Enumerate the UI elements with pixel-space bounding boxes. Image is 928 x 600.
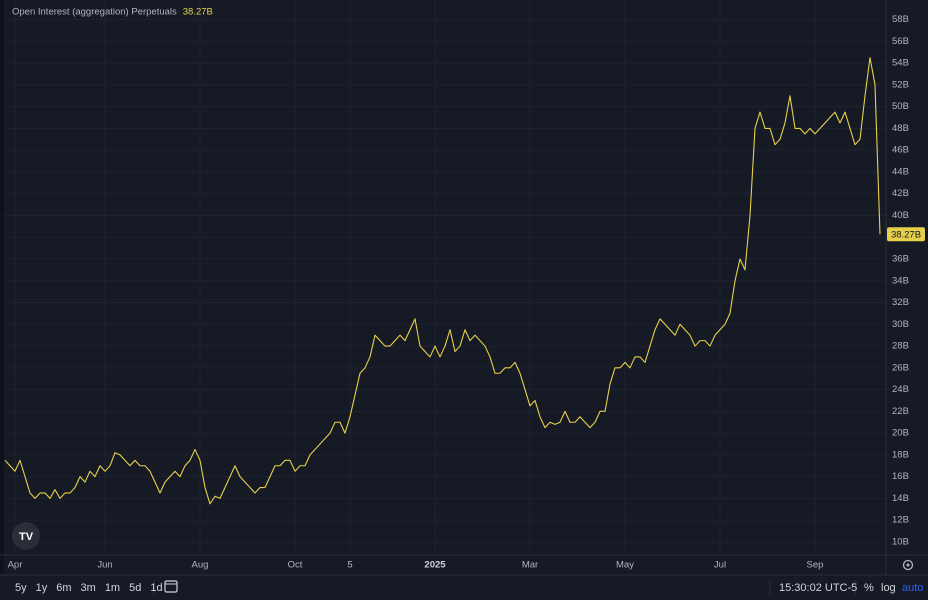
range-button[interactable]: 1m bbox=[105, 582, 120, 594]
percent-toggle[interactable]: % bbox=[864, 582, 874, 594]
plot bbox=[4, 57, 881, 505]
y-tick-label: 50B bbox=[892, 101, 909, 112]
clock: 15:30:02 UTC-5 bbox=[779, 582, 857, 594]
y-tick-label: 44B bbox=[892, 166, 909, 177]
left-edge bbox=[0, 0, 4, 575]
y-tick-label: 16B bbox=[892, 471, 909, 482]
y-tick-label: 26B bbox=[892, 362, 909, 373]
x-tick-label: Jun bbox=[97, 560, 112, 571]
grid bbox=[4, 0, 886, 555]
legend-value: 38.27B bbox=[183, 7, 213, 18]
y-tick-label: 12B bbox=[892, 515, 909, 526]
x-tick-label: Oct bbox=[288, 560, 303, 571]
range-button[interactable]: 6m bbox=[56, 582, 71, 594]
range-button[interactable]: 5y bbox=[15, 582, 27, 594]
y-tick-label: 56B bbox=[892, 36, 909, 47]
logo: TV bbox=[12, 522, 40, 550]
series-line bbox=[4, 57, 881, 505]
range-button[interactable]: 1d bbox=[150, 582, 162, 594]
y-tick-label: 58B bbox=[892, 14, 909, 25]
y-tick-label: 46B bbox=[892, 145, 909, 156]
y-tick-label: 10B bbox=[892, 536, 909, 547]
settings-button[interactable] bbox=[902, 559, 914, 571]
y-tick-label: 54B bbox=[892, 58, 909, 69]
range-button[interactable]: 1y bbox=[36, 582, 48, 594]
x-tick-label: 5 bbox=[347, 560, 352, 571]
y-tick-label: 30B bbox=[892, 319, 909, 330]
y-tick-label: 32B bbox=[892, 297, 909, 308]
x-tick-label: May bbox=[616, 560, 634, 571]
range-button[interactable]: 5d bbox=[129, 582, 141, 594]
y-tick-label: 28B bbox=[892, 341, 909, 352]
y-tick-label: 36B bbox=[892, 254, 909, 265]
y-tick-label: 18B bbox=[892, 449, 909, 460]
y-tick-label: 40B bbox=[892, 210, 909, 221]
x-tick-label: 2025 bbox=[424, 560, 446, 571]
toolbar: 15:30:02 UTC-5 % log auto 5y 1y 6m 3m 1m 5d 1d bbox=[15, 580, 923, 596]
x-tick-label: Aug bbox=[192, 560, 209, 571]
x-tick-label: Apr bbox=[8, 560, 23, 571]
x-tick-label: Jul bbox=[714, 560, 726, 571]
y-tick-label: 42B bbox=[892, 188, 909, 199]
y-tick-label: 34B bbox=[892, 275, 909, 286]
y-tick-label: 24B bbox=[892, 384, 909, 395]
range-button[interactable]: 3m bbox=[81, 582, 96, 594]
auto-toggle[interactable]: auto bbox=[902, 582, 923, 594]
y-tick-label: 52B bbox=[892, 79, 909, 90]
y-tick-label: 48B bbox=[892, 123, 909, 134]
price-tag-label: 38.27B bbox=[891, 229, 921, 240]
y-tick-label: 14B bbox=[892, 493, 909, 504]
log-toggle[interactable]: log bbox=[881, 582, 896, 594]
svg-text:TV: TV bbox=[19, 531, 34, 543]
chart-title: Open Interest (aggregation) Perpetuals bbox=[12, 7, 177, 18]
x-tick-label: Mar bbox=[522, 560, 538, 571]
x-tick-label: Sep bbox=[807, 560, 824, 571]
y-tick-label: 22B bbox=[892, 406, 909, 417]
y-tick-label: 20B bbox=[892, 428, 909, 439]
price-tag bbox=[887, 227, 925, 242]
date-range-button[interactable] bbox=[164, 580, 178, 593]
